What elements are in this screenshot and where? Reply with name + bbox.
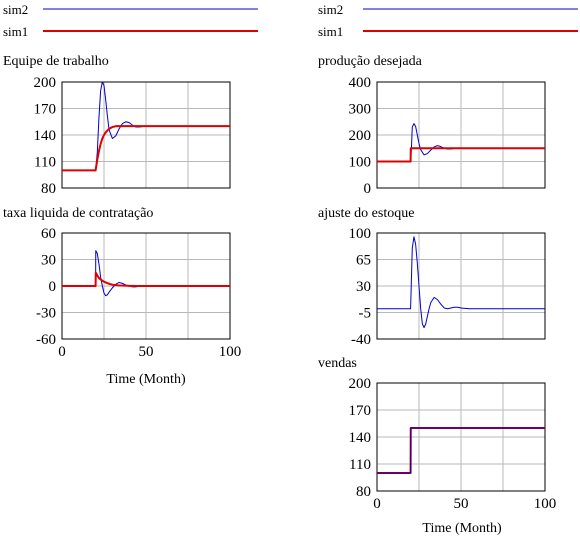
y-tick-label: -30 <box>36 306 56 322</box>
series-line-sim2 <box>377 236 545 329</box>
plot-frame <box>376 232 546 340</box>
legend-label-sim2: sim2 <box>3 2 28 17</box>
legend-label-sim1-right: sim1 <box>318 24 343 39</box>
y-tick-label: 60 <box>41 226 56 242</box>
x-tick-label: 100 <box>219 344 242 360</box>
chart-vendas: vendas 80 110 140 170 200 0 50 100 <box>318 356 556 512</box>
chart-taxa-liquida-de-contratacao: taxa liquida de contratação -60 -30 0 30 60 0… <box>3 206 241 360</box>
y-tick-label: 100 <box>349 226 372 242</box>
y-tick-label: 0 <box>49 279 57 295</box>
x-tick-label: 50 <box>454 496 469 512</box>
y-tick-label: 110 <box>349 457 371 473</box>
chart-title: vendas <box>318 356 357 371</box>
y-tick-label: -40 <box>351 332 371 348</box>
legend-label-sim1: sim1 <box>3 24 28 39</box>
y-tick-label: 80 <box>356 484 371 500</box>
chart-ajuste-do-estoque: ajuste do estoque -40 -5 30 65 100 <box>318 206 546 348</box>
y-tick-label: 65 <box>356 253 371 269</box>
y-tick-label: 170 <box>349 403 372 419</box>
x-tick-label: 50 <box>139 344 154 360</box>
y-tick-label: -60 <box>36 332 56 348</box>
y-tick-label: 400 <box>349 75 372 91</box>
chart-title: taxa liquida de contratação <box>3 206 153 221</box>
series-line-sim1 <box>62 125 230 172</box>
plot-frame <box>376 81 546 189</box>
chart-title: Equipe de trabalho <box>3 54 109 69</box>
y-tick-label: 100 <box>349 155 372 171</box>
x-tick-label: 0 <box>373 496 381 512</box>
y-tick-label: -5 <box>359 306 372 322</box>
legend-label-sim2-right: sim2 <box>318 2 343 17</box>
x-axis-title-left: Time (Month) <box>106 372 186 387</box>
y-tick-label: 0 <box>364 181 372 197</box>
legend-right: sim2 sim1 <box>318 2 578 39</box>
series-line-sim1 <box>377 147 545 163</box>
y-tick-label: 300 <box>349 102 372 118</box>
y-tick-label: 200 <box>349 376 372 392</box>
chart-equipe-de-trabalho: Equipe de trabalho 80 110 140 170 200 <box>3 54 231 197</box>
series-line-sim1 <box>62 271 230 287</box>
y-tick-label: 200 <box>34 75 57 91</box>
y-tick-label: 140 <box>34 128 57 144</box>
plot-frame <box>376 382 546 492</box>
chart-title: produção desejada <box>318 54 423 69</box>
x-tick-label: 100 <box>534 496 557 512</box>
chart-title: ajuste do estoque <box>318 206 414 221</box>
y-tick-label: 140 <box>349 430 372 446</box>
plot-frame <box>61 81 231 189</box>
legend-left: sim2 sim1 <box>3 2 258 39</box>
series-line-sim2 <box>377 427 545 474</box>
y-tick-label: 80 <box>41 181 56 197</box>
x-tick-label: 0 <box>58 344 66 360</box>
y-tick-label: 30 <box>356 279 371 295</box>
x-axis-title-right: Time (Month) <box>422 521 502 536</box>
y-tick-label: 30 <box>41 253 56 269</box>
y-tick-label: 170 <box>34 102 57 118</box>
y-tick-label: 110 <box>34 155 56 171</box>
y-tick-label: 200 <box>349 128 372 144</box>
chart-producao-desejada: produção desejada 0 100 200 300 400 <box>318 54 546 197</box>
